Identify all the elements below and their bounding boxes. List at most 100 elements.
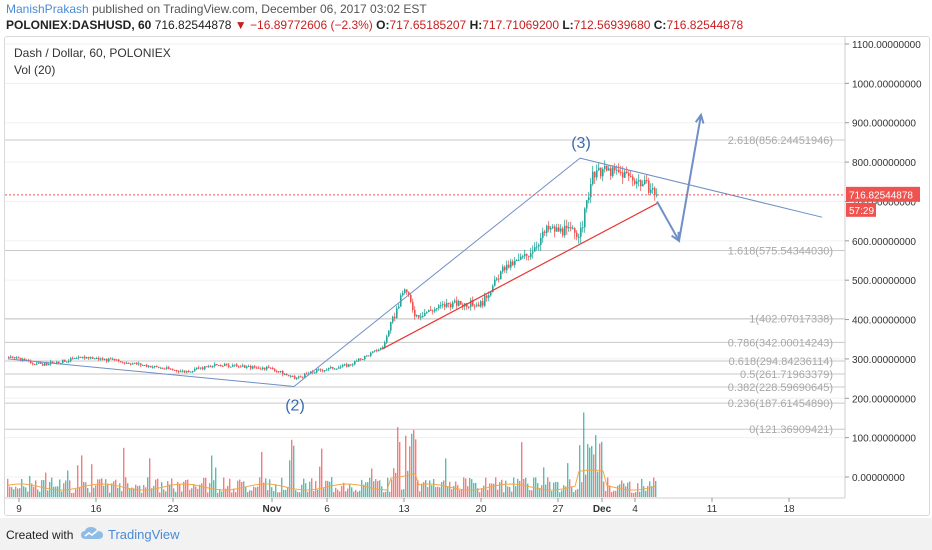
candle-body — [618, 169, 620, 173]
volume-bar — [619, 484, 621, 497]
candle-body — [44, 363, 46, 366]
fib-level-label: 2.618(856.24451946) — [728, 135, 833, 147]
volume-bar — [635, 492, 637, 497]
volume-bar — [371, 468, 373, 497]
candle-body — [422, 315, 424, 317]
volume-bar — [83, 481, 85, 497]
candle-body — [600, 167, 602, 177]
candle-body — [442, 304, 444, 306]
candle-body — [496, 278, 498, 280]
volume-bar — [7, 478, 9, 497]
candle-body — [356, 360, 358, 362]
candle-body — [628, 172, 630, 177]
volume-bar — [615, 490, 617, 497]
candle-body — [108, 358, 110, 362]
candle-body — [484, 295, 486, 306]
tradingview-brand[interactable]: TradingView — [108, 527, 180, 542]
volume-bar — [499, 482, 501, 497]
candle-body — [62, 359, 64, 363]
candle-body — [592, 171, 594, 185]
candle-body — [568, 227, 570, 229]
candle-body — [482, 301, 484, 306]
volume-bar — [133, 488, 135, 497]
volume-bar — [191, 488, 193, 497]
volume-bar — [33, 486, 35, 497]
volume-indicator-label[interactable]: Vol (20) — [14, 63, 56, 77]
footer-bar: Created with TradingView — [0, 518, 932, 550]
volume-bar — [501, 479, 503, 497]
volume-bar — [597, 471, 599, 497]
volume-bar — [401, 489, 403, 497]
volume-bar — [295, 490, 297, 497]
volume-bar — [9, 486, 11, 497]
price-chart[interactable]: 1100.00000000 1000.00000000 900.00000000 80… — [0, 0, 932, 518]
candle-body — [170, 368, 172, 370]
volume-bar — [159, 492, 161, 497]
volume-bar — [593, 454, 595, 497]
candle-body — [212, 366, 214, 368]
volume-bar — [179, 484, 181, 497]
volume-bar — [585, 474, 587, 497]
volume-bar — [545, 484, 547, 497]
candle-body — [294, 376, 296, 379]
volume-bar — [93, 487, 95, 497]
candle-body — [316, 369, 318, 373]
volume-bar — [87, 488, 89, 497]
down-arrow-icon: ▼ — [234, 18, 247, 32]
volume-bar — [13, 489, 15, 497]
candle-body — [508, 264, 510, 268]
candle-body — [540, 237, 542, 245]
candle-body — [390, 322, 392, 331]
volume-bar — [331, 477, 333, 497]
upper-trend-line — [579, 157, 823, 218]
candle-body — [440, 305, 442, 307]
volume-bar — [65, 480, 67, 497]
candle-body — [348, 364, 350, 367]
volume-bar — [57, 486, 59, 497]
volume-bar — [389, 491, 391, 497]
volume-bar — [381, 486, 383, 497]
candle-body — [94, 358, 96, 360]
fib-level-label: 0.382(228.59690645) — [728, 382, 833, 394]
volume-bar — [523, 478, 525, 497]
last-price-tag-label: 716.82544878 — [849, 190, 913, 201]
candle-body — [156, 366, 158, 368]
volume-bar — [515, 486, 517, 497]
volume-bar — [437, 486, 439, 497]
candle-body — [590, 184, 592, 198]
candle-body — [622, 172, 624, 178]
candle-body — [554, 226, 556, 232]
candle-body — [140, 363, 142, 366]
candle-body — [472, 300, 474, 306]
candle-body — [150, 365, 152, 368]
candle-body — [186, 370, 188, 373]
volume-bar — [39, 491, 41, 497]
y-tick-label: 0.00000000 — [852, 473, 905, 484]
candle-body — [122, 362, 124, 364]
volume-bar — [41, 480, 43, 497]
candle-body — [640, 180, 642, 187]
x-tick-label: 13 — [398, 504, 410, 515]
volume-bar — [165, 491, 167, 497]
volume-bar — [183, 481, 185, 497]
candle-body — [520, 256, 522, 260]
candle-body — [376, 350, 378, 352]
candle-body — [68, 360, 70, 362]
candle-body — [522, 256, 524, 258]
candle-body — [180, 371, 182, 373]
volume-bar — [639, 491, 641, 497]
author-link[interactable]: ManishPrakash — [6, 2, 89, 16]
volume-bar — [163, 489, 165, 497]
candle-body — [332, 366, 334, 369]
chart-panel[interactable] — [4, 36, 930, 516]
candle-body — [250, 366, 252, 369]
fib-level-label: 0.236(187.61454890) — [728, 398, 833, 410]
tradingview-cloud-icon[interactable] — [80, 525, 104, 541]
volume-bar — [201, 483, 203, 497]
candle-body — [92, 357, 94, 359]
volume-bar — [489, 483, 491, 497]
candle-body — [604, 165, 606, 170]
candle-body — [412, 301, 414, 310]
publish-line: ManishPrakash published on TradingView.c… — [6, 2, 427, 16]
volume-bar — [589, 447, 591, 497]
